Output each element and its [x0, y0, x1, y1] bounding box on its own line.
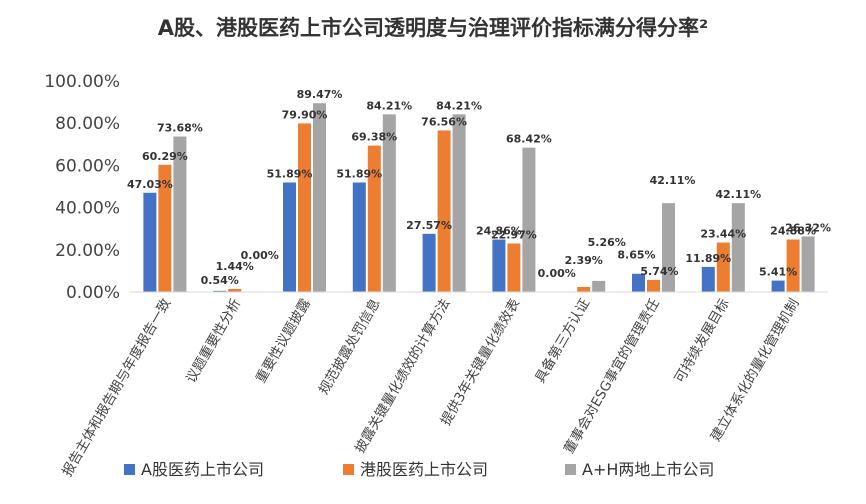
bar [437, 130, 451, 292]
data-label: 8.65% [617, 249, 655, 262]
data-label: 1.44% [216, 260, 254, 273]
data-label: 79.90% [282, 108, 328, 121]
data-label: 24.88% [770, 225, 816, 238]
bar [522, 147, 536, 292]
legend-label: A+H两地上市公司 [582, 460, 714, 479]
data-label: 22.97% [491, 229, 537, 242]
bar [228, 288, 242, 292]
data-label: 5.26% [588, 236, 626, 249]
data-label: 51.89% [336, 168, 382, 181]
y-tick-label: 60.00% [55, 156, 120, 176]
bars-group [143, 103, 815, 293]
bar [731, 203, 745, 292]
x-tick-label: 具备第三方认证 [531, 296, 593, 386]
bar [213, 290, 227, 292]
data-labels-group: 47.03%60.29%73.68%0.54%1.44%0.00%51.89%7… [127, 88, 831, 287]
y-tick-label: 80.00% [55, 114, 120, 134]
legend-label: 港股医药上市公司 [360, 460, 488, 479]
legend-swatch [343, 464, 354, 475]
x-axis: 报告主体和报告期与年度报告一致 议题重要性分析 重要性议题披露 规范披露处罚信息披露关… [59, 296, 802, 480]
bar [298, 123, 311, 292]
bar [577, 286, 591, 292]
bar [632, 273, 645, 292]
y-tick-label: 20.00% [55, 241, 120, 261]
x-tick-label: 提供3年关键量化绩效表 [438, 296, 524, 429]
x-tick-label: 报告主体和报告期与年度报告一致 [59, 296, 174, 480]
bar [647, 279, 660, 292]
legend-label: A股医药上市公司 [141, 460, 264, 479]
data-label: 5.41% [759, 266, 797, 279]
data-label: 5.74% [640, 265, 678, 278]
data-label: 24.86% [476, 225, 522, 238]
bar [367, 145, 381, 292]
legend-swatch [565, 464, 576, 475]
x-tick-label: 重要性议题披露 [253, 296, 314, 386]
data-label: 26.32% [785, 221, 831, 234]
legend: A股医药上市公司 港股医药上市公司 A+H两地上市公司 [124, 460, 714, 479]
data-label: 11.89% [685, 252, 731, 265]
data-label: 47.03% [127, 178, 173, 191]
data-label: 69.38% [351, 131, 397, 144]
y-tick-label: 0.00% [66, 283, 120, 303]
data-label: 84.21% [366, 99, 412, 112]
bar [173, 136, 187, 292]
x-tick-label: 规范披露处罚信息 [315, 296, 384, 398]
bar [143, 192, 157, 292]
data-label: 42.11% [715, 188, 761, 201]
bar [492, 239, 506, 292]
bar [786, 239, 800, 292]
bar [352, 182, 366, 292]
data-label: 0.00% [538, 267, 576, 280]
bar [283, 182, 296, 292]
x-tick-label: 可持续发展目标 [672, 296, 733, 386]
chart-title: A股、港股医药上市公司透明度与治理评价指标满分得分率² [158, 16, 708, 40]
y-tick-label: 40.00% [55, 199, 120, 219]
bar [382, 114, 396, 293]
data-label: 0.54% [201, 274, 239, 287]
legend-swatch [124, 464, 135, 475]
bar [507, 243, 521, 292]
data-label: 27.57% [406, 219, 452, 232]
data-label: 0.00% [241, 249, 279, 262]
data-label: 84.21% [436, 99, 482, 112]
data-label: 23.44% [700, 228, 746, 241]
bar [592, 280, 606, 292]
bar [422, 233, 436, 292]
data-label: 73.68% [157, 122, 203, 135]
bar [701, 266, 715, 292]
x-tick-label: 议题重要性分析 [183, 296, 244, 386]
bar [452, 114, 466, 293]
data-label: 2.39% [565, 254, 603, 267]
data-label: 89.47% [297, 88, 343, 101]
bar [716, 242, 730, 292]
y-axis: 0.00% 20.00% 40.00% 60.00% 80.00% 100.00% [44, 72, 120, 303]
data-label: 76.56% [421, 115, 467, 128]
data-label: 42.11% [650, 174, 696, 187]
bar [662, 203, 675, 292]
data-label: 51.89% [267, 168, 313, 181]
bar [801, 236, 815, 292]
bar [313, 103, 326, 293]
bar [771, 280, 785, 292]
data-label: 60.29% [142, 150, 188, 163]
y-tick-label: 100.00% [44, 72, 120, 92]
bar [158, 164, 172, 292]
data-label: 68.42% [506, 133, 552, 146]
